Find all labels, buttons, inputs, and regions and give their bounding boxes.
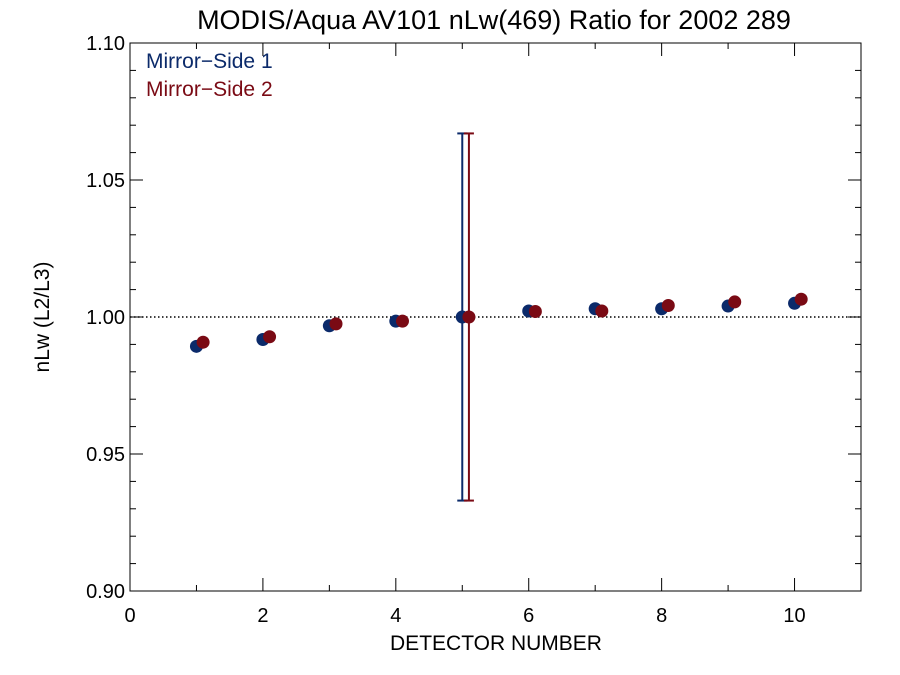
chart-title: MODIS/Aqua AV101 nLw(469) Ratio for 2002… (197, 5, 791, 35)
x-tick-label: 8 (656, 605, 667, 627)
data-point-series-2 (196, 335, 210, 349)
data-point-series-2 (661, 298, 675, 312)
data-point-series-2 (528, 305, 542, 319)
y-tick-label: 1.00 (86, 307, 125, 329)
y-tick-label: 0.95 (86, 444, 125, 466)
y-tick-label: 1.05 (86, 170, 125, 192)
data-point-series-2 (329, 317, 343, 331)
legend-entry-mirror-side-1: Mirror−Side 1 (146, 50, 273, 73)
data-point-series-2 (595, 304, 609, 318)
legend-entry-mirror-side-2: Mirror−Side 2 (146, 78, 273, 101)
data-point-series-2 (794, 292, 808, 306)
data-point-series-2 (395, 314, 409, 328)
x-tick-label: 4 (390, 605, 401, 627)
y-axis-label: nLw (L2/L3) (31, 262, 54, 373)
y-tick-label: 1.10 (86, 33, 125, 55)
data-points (189, 292, 808, 353)
tick-labels: 0 2 4 6 8 10 0.90 0.95 1.00 1.05 1.10 (86, 33, 806, 627)
y-tick-label: 0.90 (86, 581, 125, 603)
x-tick-label: 0 (124, 605, 135, 627)
x-tick-label: 6 (523, 605, 534, 627)
data-point-series-2 (728, 295, 742, 309)
x-tick-label: 10 (783, 605, 805, 627)
x-tick-label: 2 (257, 605, 268, 627)
x-axis-label: DETECTOR NUMBER (390, 632, 602, 655)
data-point-series-2 (263, 330, 277, 344)
data-point-series-2 (462, 310, 476, 324)
axis-ticks (129, 42, 862, 592)
